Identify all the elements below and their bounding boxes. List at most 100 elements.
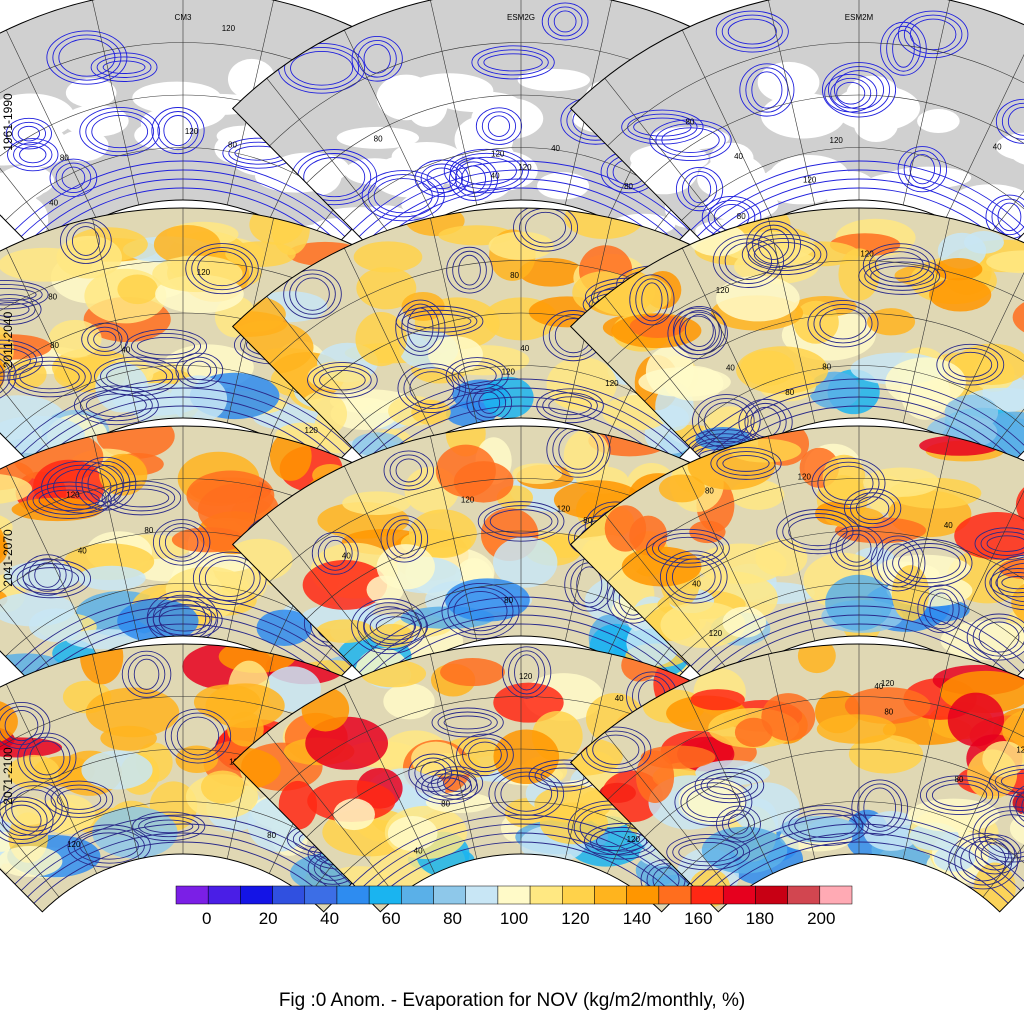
contour-line <box>367 174 439 218</box>
map-outline <box>569 643 1024 913</box>
contour-line <box>863 787 897 828</box>
contour-label: 80 <box>705 486 714 495</box>
parallel <box>681 583 1024 657</box>
contour-line <box>990 558 1024 607</box>
contour-line <box>363 43 391 74</box>
contour-line <box>903 14 963 55</box>
contour-line <box>819 307 867 340</box>
contour-line <box>782 805 869 846</box>
contour-label: 40 <box>726 363 735 372</box>
contour-line <box>133 658 160 690</box>
contour-line <box>629 274 675 326</box>
land-area <box>917 109 960 134</box>
contour-line <box>67 824 151 868</box>
land-area <box>65 78 117 108</box>
contour-line <box>113 488 170 508</box>
contour-line <box>876 539 920 588</box>
contour-label: 40 <box>874 682 883 691</box>
contour-label: 120 <box>803 176 817 185</box>
contour-line <box>948 832 1019 890</box>
contour-label: 80 <box>822 362 831 371</box>
contour-line <box>16 563 86 595</box>
contour-line <box>541 2 589 41</box>
contour-line <box>11 789 57 828</box>
contour-line <box>357 602 421 651</box>
contour-line <box>813 303 873 344</box>
contour-label: 40 <box>520 344 529 353</box>
contour-label: 120 <box>605 379 619 388</box>
shaded-cell <box>740 350 795 386</box>
contour-label: 120 <box>519 672 533 681</box>
contour-line <box>449 152 523 190</box>
colorbar-bin <box>658 885 692 905</box>
contour-line <box>11 121 46 146</box>
contour-line <box>127 654 166 694</box>
parallel <box>607 260 1024 365</box>
contour-line <box>576 566 603 604</box>
shaded-cell <box>722 606 767 638</box>
contour-line <box>395 299 446 356</box>
contour-line <box>79 389 153 422</box>
contour-label: 40 <box>551 144 560 153</box>
contour-line <box>56 788 102 810</box>
contour-line <box>471 45 555 80</box>
contour-line <box>553 10 577 33</box>
contour-line <box>158 608 211 632</box>
contour-line <box>170 712 226 760</box>
contour-label: 40 <box>993 142 1002 151</box>
contour-line <box>659 550 728 604</box>
shaded-cell <box>387 816 438 851</box>
land-area <box>757 61 820 103</box>
shaded-cell <box>200 770 245 804</box>
contour-line <box>675 166 724 212</box>
contour-line <box>307 361 378 399</box>
shaded-cell <box>376 544 435 590</box>
contour-line <box>456 733 514 777</box>
shaded-cell <box>512 463 563 484</box>
contour-line <box>363 606 415 647</box>
contour-line <box>886 25 921 72</box>
land-area <box>833 85 921 132</box>
contour-line <box>948 351 993 378</box>
contour-line <box>197 251 247 287</box>
shaded-cell <box>940 620 1024 661</box>
contour-line <box>445 357 509 394</box>
contour-line <box>106 364 168 389</box>
map-outline <box>569 0 1024 259</box>
land-area <box>0 165 55 197</box>
land-area <box>344 158 405 185</box>
contour-line <box>986 535 1024 552</box>
contour-line <box>313 365 372 395</box>
figure-caption: Fig :0 Anom. - Evaporation for NOV (kg/m… <box>279 990 745 1011</box>
map-panel: 40 80 120 40 80 120 <box>569 0 1024 259</box>
shaded-cell <box>982 741 1024 778</box>
contour-line <box>857 783 903 832</box>
contour-line <box>525 211 567 244</box>
contour-line <box>17 732 77 784</box>
contour-line <box>81 460 131 507</box>
contour-line <box>323 539 347 567</box>
contour-line <box>477 49 549 76</box>
contour-label: 80 <box>228 141 237 150</box>
contour-label: 40 <box>615 694 624 703</box>
contour-line <box>727 18 777 45</box>
contour-line <box>7 138 59 172</box>
contour-line <box>383 450 434 491</box>
colorbar-tick-label: 160 <box>684 909 712 928</box>
colorbar-tick-label: 60 <box>382 909 401 928</box>
contour-line <box>13 142 53 168</box>
colorbar-bin <box>787 885 821 905</box>
contour-line <box>0 298 36 321</box>
contour-line <box>420 163 464 194</box>
shaded-cell <box>690 689 745 711</box>
contour-line <box>22 554 73 596</box>
meridian <box>982 296 1024 462</box>
contour-line <box>855 496 890 521</box>
shaded-cell <box>518 257 584 287</box>
contour-line <box>138 815 200 838</box>
contour-line <box>453 591 508 632</box>
contour-line <box>548 396 592 416</box>
contour-line <box>851 779 909 836</box>
contour-line <box>724 242 773 280</box>
contour-line <box>697 398 755 444</box>
